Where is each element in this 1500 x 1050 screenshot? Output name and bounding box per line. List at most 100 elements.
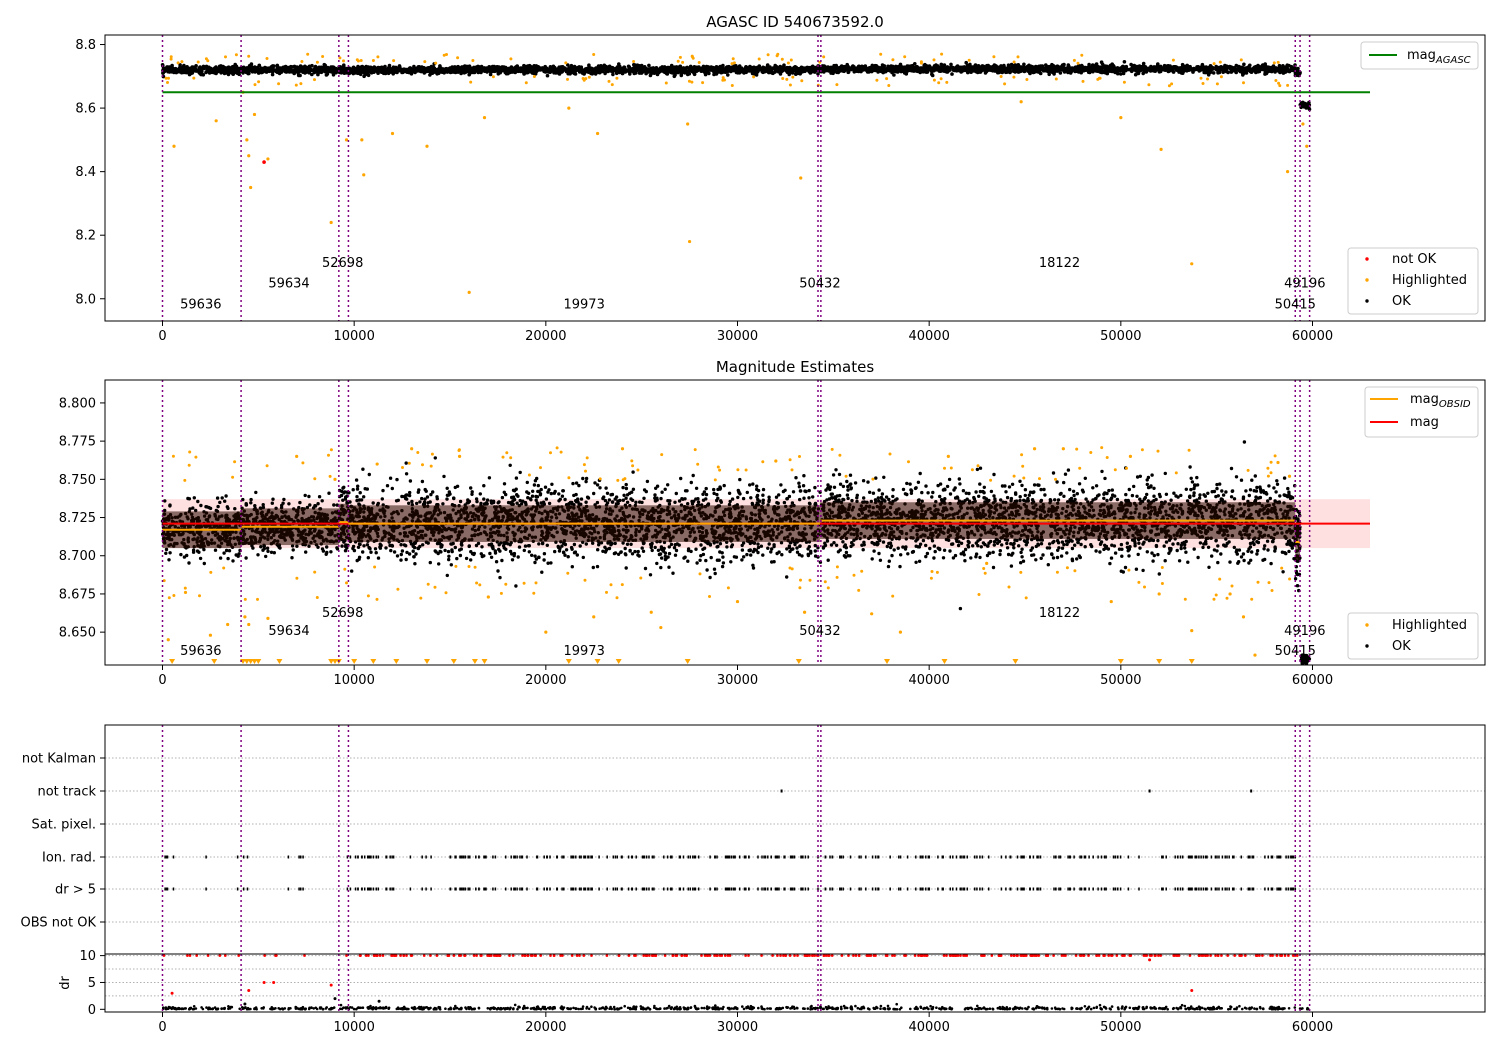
- ok-point: [217, 64, 222, 69]
- ok-point: [726, 73, 730, 77]
- legend-swatch-ok: [1365, 299, 1369, 303]
- ok-point: [310, 72, 314, 77]
- ok-point: [816, 72, 820, 76]
- ok-point: [719, 70, 724, 75]
- ok-point: [326, 70, 330, 74]
- highlighted-point: [1276, 60, 1280, 64]
- highlighted-point: [781, 77, 785, 80]
- highlighted-point: [780, 57, 784, 61]
- legend-label-ok: OK: [1392, 294, 1411, 309]
- ok-point: [187, 561, 191, 565]
- highlighted-point: [456, 56, 460, 60]
- ok-point: [730, 68, 735, 73]
- ok-point: [1143, 68, 1148, 73]
- legend-label-main: mag: [1407, 48, 1436, 63]
- ok-point: [700, 66, 705, 70]
- ok-point: [222, 551, 226, 555]
- ok-point: [432, 69, 437, 74]
- ok-point: [221, 66, 225, 70]
- highlighted-point: [1012, 60, 1016, 64]
- ok-point: [198, 556, 203, 561]
- ok-point: [436, 71, 441, 76]
- ok-point: [805, 65, 810, 70]
- ok-point: [370, 70, 375, 74]
- ok-point: [631, 66, 636, 71]
- ok-point: [317, 70, 322, 74]
- ok-point: [168, 504, 172, 508]
- ok-point: [341, 69, 346, 74]
- ok-point: [598, 67, 602, 71]
- highlighted-point: [1199, 76, 1203, 80]
- ok-point: [1114, 70, 1118, 74]
- highlighted-point: [359, 59, 363, 62]
- ok-point: [1086, 65, 1091, 69]
- ok-point: [1197, 65, 1201, 70]
- ok-point: [1138, 68, 1143, 73]
- highlighted-point: [1242, 81, 1245, 85]
- ok-point: [1221, 66, 1225, 70]
- ok-point: [985, 68, 989, 72]
- highlighted-point: [1286, 83, 1290, 87]
- highlighted-point: [939, 77, 943, 81]
- ok-point: [997, 67, 1002, 72]
- highlighted-point: [788, 83, 792, 87]
- ok-point: [256, 65, 260, 70]
- ok-point: [713, 69, 718, 73]
- ok-point: [224, 494, 228, 498]
- ok-point: [645, 68, 650, 73]
- ok-point: [160, 63, 165, 67]
- ok-point: [404, 68, 409, 73]
- ok-point: [742, 68, 747, 73]
- ok-point: [475, 66, 479, 70]
- highlighted-point: [1147, 83, 1151, 87]
- not-ok-point: [262, 160, 266, 164]
- ok-point: [868, 66, 873, 70]
- ok-point: [364, 64, 369, 69]
- highlighted-point: [615, 76, 619, 80]
- ok-point: [670, 69, 675, 74]
- ok-point: [205, 68, 209, 73]
- ok-point: [1205, 67, 1210, 72]
- ok-point: [382, 66, 386, 71]
- ok-point: [1022, 62, 1026, 67]
- highlighted-point: [306, 52, 310, 56]
- ok-point: [167, 70, 171, 74]
- y-tick-label: 8.6: [75, 102, 96, 117]
- ok-point: [1253, 66, 1257, 71]
- ok-point: [1056, 67, 1060, 71]
- highlighted-point: [940, 52, 944, 56]
- ok-point: [448, 69, 453, 73]
- ok-point: [1122, 60, 1127, 64]
- highlighted-point: [491, 75, 495, 79]
- ok-point: [585, 68, 590, 73]
- highlighted-point: [425, 144, 429, 148]
- ok-point: [967, 68, 972, 73]
- ok-point: [922, 64, 927, 68]
- ok-point: [484, 66, 489, 71]
- ok-point: [1167, 67, 1171, 72]
- highlighted-point: [1301, 122, 1305, 126]
- ok-point: [976, 66, 981, 71]
- ok-point: [1151, 65, 1156, 70]
- ok-point: [163, 499, 167, 503]
- ok-point: [530, 71, 535, 75]
- ok-point: [285, 70, 289, 74]
- ok-point: [1271, 66, 1275, 70]
- highlighted-point: [875, 78, 879, 82]
- ok-point: [992, 63, 997, 67]
- ok-point: [570, 68, 574, 73]
- highlighted-point: [937, 81, 941, 85]
- ok-point: [213, 548, 218, 552]
- ok-point: [964, 60, 968, 65]
- ok-point: [182, 63, 186, 68]
- ok-point: [1050, 62, 1054, 67]
- highlighted-point: [785, 77, 789, 81]
- ok-point: [589, 68, 594, 72]
- highlighted-point: [775, 54, 779, 58]
- highlighted-point: [277, 82, 281, 86]
- ok-point: [803, 69, 807, 73]
- highlighted-point: [299, 82, 303, 86]
- y-tick-label: 8.4: [75, 165, 96, 180]
- highlighted-point: [676, 59, 680, 63]
- highlighted-point: [607, 79, 611, 83]
